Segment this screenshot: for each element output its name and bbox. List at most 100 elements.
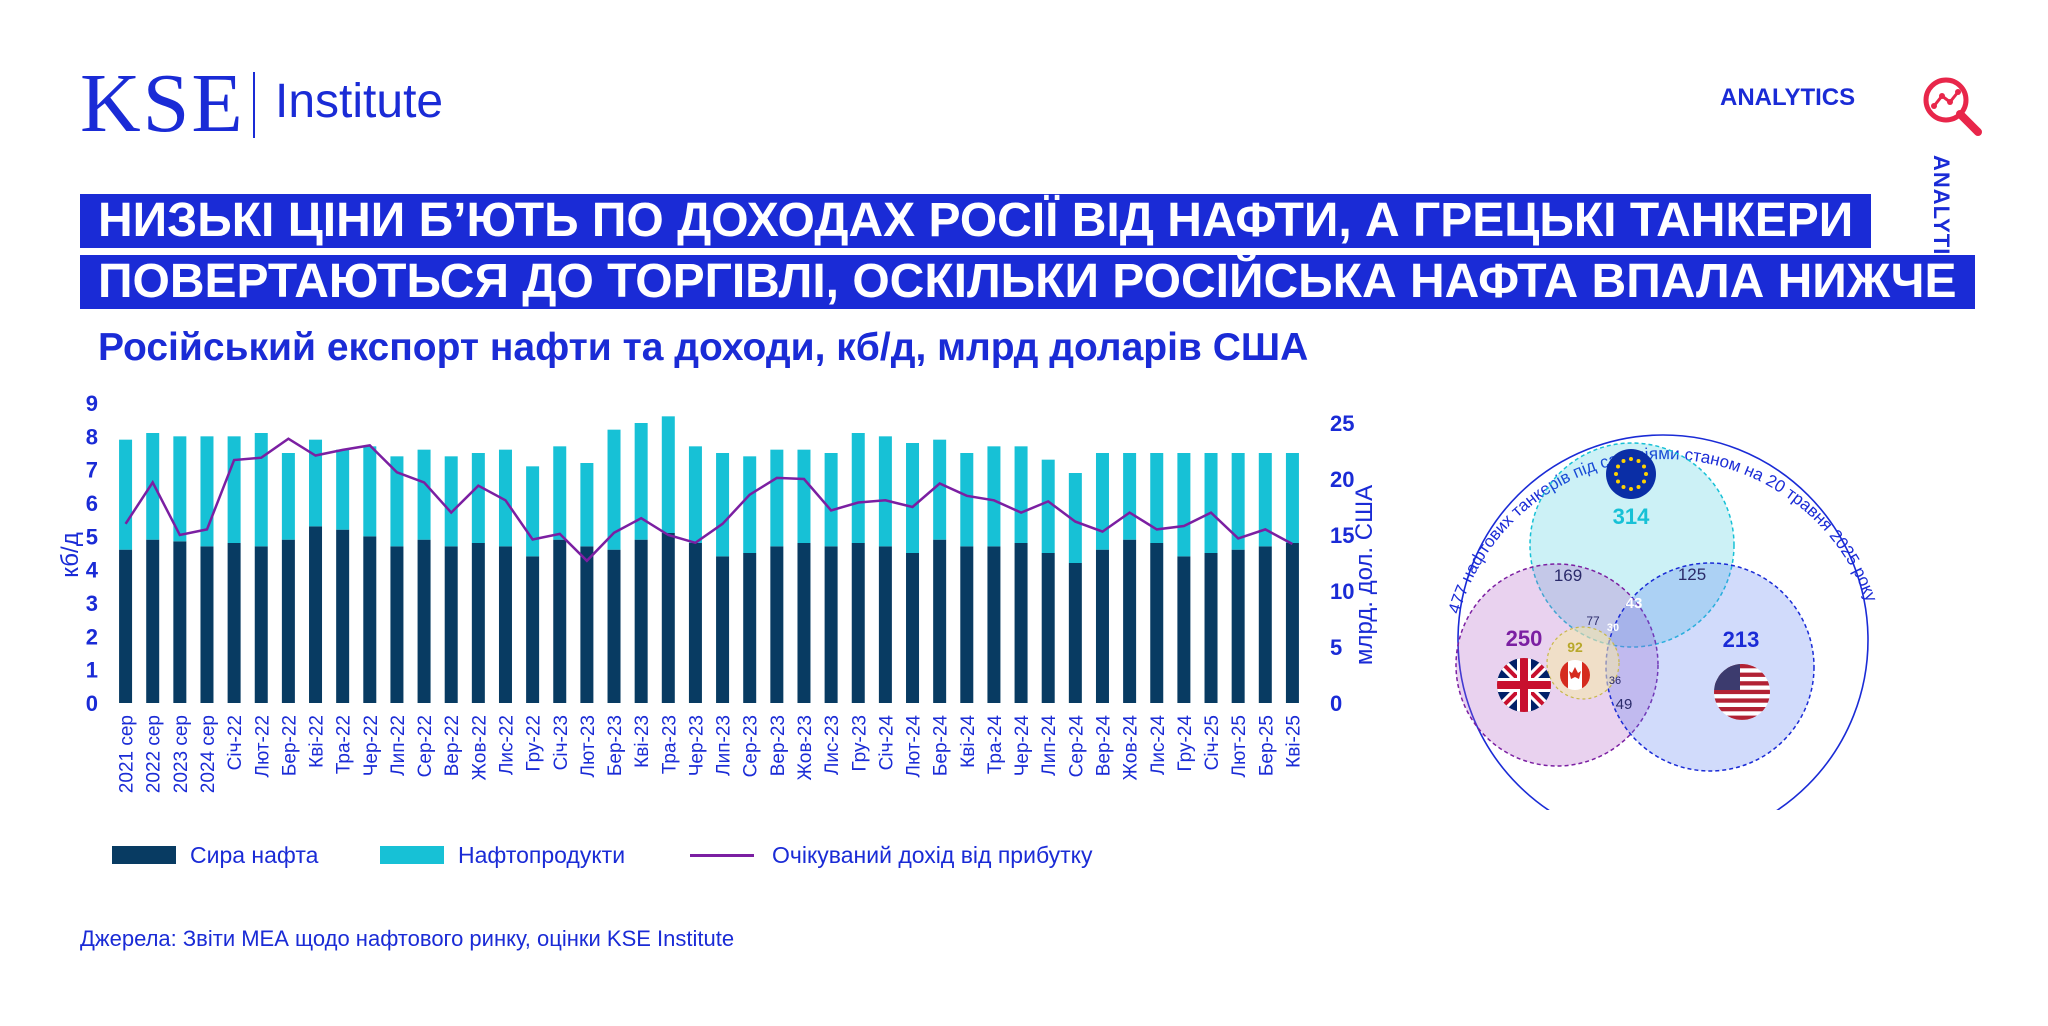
- logo-kse: KSE: [80, 57, 245, 150]
- bar-products-15: [526, 466, 540, 557]
- x-tick-43: Кві-25: [1283, 715, 1304, 768]
- bar-crude-37: [1123, 539, 1137, 703]
- bar-products-25: [797, 449, 811, 543]
- bar-products-39: [1177, 453, 1191, 557]
- bar-products-40: [1204, 453, 1218, 553]
- x-tick-4: Січ-22: [225, 715, 246, 770]
- bar-crude-9: [363, 536, 377, 703]
- bar-products-7: [309, 439, 323, 527]
- y-left-tick-9: 9: [86, 391, 98, 416]
- venn-all-four: 30: [1607, 622, 1619, 634]
- y-left-tick-7: 7: [86, 458, 98, 483]
- bar-crude-22: [716, 556, 730, 703]
- bar-crude-20: [661, 533, 675, 703]
- x-tick-1: 2022 сер: [144, 715, 165, 793]
- bar-products-27: [851, 433, 865, 543]
- x-tick-37: Жов-24: [1121, 715, 1142, 781]
- x-tick-33: Чер-24: [1012, 715, 1033, 777]
- headline-line-2: ПОВЕРТАЮТЬСЯ ДО ТОРГІВЛІ, ОСКІЛЬКИ РОСІЙ…: [80, 255, 1975, 309]
- bar-products-16: [553, 446, 567, 540]
- analytics-label: ANALYTICS: [1720, 84, 1856, 111]
- bar-products-6: [281, 453, 295, 540]
- x-tick-32: Тра-24: [985, 715, 1006, 775]
- x-tick-34: Лип-24: [1039, 715, 1060, 776]
- venn-canada-total: 92: [1567, 639, 1583, 655]
- bar-crude-43: [1285, 543, 1299, 703]
- venn-outer-circle: [1457, 434, 1869, 810]
- x-tick-27: Гру-23: [849, 715, 870, 772]
- y-left-tick-1: 1: [86, 658, 98, 683]
- bar-crude-17: [580, 546, 594, 703]
- bar-crude-4: [227, 543, 241, 703]
- source-note: Джерела: Звіти МЕА щодо нафтового ринку,…: [80, 926, 735, 951]
- x-tick-10: Лип-22: [388, 715, 409, 776]
- bar-products-4: [227, 436, 241, 543]
- x-tick-11: Сер-22: [415, 715, 436, 777]
- bar-crude-19: [634, 539, 648, 703]
- bar-crude-10: [390, 546, 404, 703]
- bar-crude-11: [417, 539, 431, 703]
- bar-products-31: [960, 453, 974, 547]
- bar-products-38: [1150, 453, 1164, 543]
- y-axis-right-label: млрд. дол. США: [1351, 485, 1378, 665]
- bar-crude-40: [1204, 553, 1218, 703]
- bar-products-30: [933, 439, 947, 540]
- legend-crude-swatch: [112, 846, 176, 864]
- x-tick-13: Жов-22: [469, 715, 490, 780]
- bar-crude-36: [1095, 549, 1109, 703]
- bar-crude-27: [851, 543, 865, 703]
- logo-institute: Institute: [275, 75, 444, 128]
- x-tick-17: Лют-23: [578, 715, 599, 777]
- bar-crude-42: [1258, 546, 1272, 703]
- bar-crude-38: [1150, 543, 1164, 703]
- x-tick-26: Лис-23: [822, 715, 843, 775]
- venn-us-circle: [1605, 562, 1815, 772]
- legend-revenue-swatch: [690, 853, 754, 857]
- bar-crude-29: [906, 553, 920, 703]
- chart-subtitle: Російський експорт нафти та доходи, кб/д…: [98, 326, 1309, 369]
- bar-products-33: [1014, 446, 1028, 543]
- y-left-tick-8: 8: [86, 424, 98, 449]
- y-left-tick-2: 2: [86, 624, 98, 649]
- analytics-magnifier-icon: [1923, 77, 1982, 136]
- venn-eu-uk-us: 43: [1626, 595, 1643, 612]
- bar-products-18: [607, 429, 621, 550]
- y-axis-left-label: кб/д: [57, 532, 84, 577]
- bar-products-20: [661, 416, 675, 533]
- x-tick-40: Січ-25: [1202, 715, 1223, 770]
- bar-products-26: [824, 453, 838, 547]
- bar-crude-12: [444, 546, 458, 703]
- x-tick-28: Січ-24: [876, 715, 897, 771]
- bar-crude-32: [987, 546, 1001, 703]
- bar-products-22: [716, 453, 730, 557]
- y-right-tick-15: 15: [1330, 523, 1354, 548]
- canada-flag-icon: [1560, 660, 1590, 690]
- bar-crude-25: [797, 543, 811, 703]
- bar-crude-8: [336, 529, 350, 703]
- headline-line-1: НИЗЬКІ ЦІНИ Б’ЮТЬ ПО ДОХОДАХ РОСІЇ ВІД Н…: [80, 194, 1872, 248]
- x-tick-8: Тра-22: [334, 715, 355, 774]
- bar-products-14: [498, 449, 512, 547]
- x-tick-29: Лют-24: [904, 715, 925, 778]
- y-right-tick-0: 0: [1330, 691, 1342, 716]
- y-right-tick-20: 20: [1330, 467, 1354, 492]
- bar-crude-13: [471, 543, 485, 703]
- legend-crude: Сира нафта: [112, 840, 318, 870]
- x-tick-3: 2024 сер: [198, 715, 219, 793]
- logo-divider: [253, 72, 255, 138]
- bar-products-43: [1285, 453, 1299, 543]
- bar-crude-24: [770, 546, 784, 703]
- x-tick-39: Гру-24: [1175, 715, 1196, 772]
- legend-products: Нафтопродукти: [380, 840, 625, 870]
- y-left-tick-3: 3: [86, 591, 98, 616]
- venn-uk-us: 49: [1616, 696, 1633, 713]
- x-tick-23: Сер-23: [741, 715, 762, 777]
- bar-products-29: [906, 443, 920, 553]
- bar-crude-6: [281, 539, 295, 703]
- bar-products-23: [743, 456, 757, 553]
- x-tick-7: Кві-22: [307, 715, 328, 768]
- bar-crude-0: [119, 549, 133, 703]
- bar-products-21: [688, 446, 702, 543]
- x-tick-9: Чер-22: [361, 715, 382, 776]
- bar-crude-7: [309, 526, 323, 703]
